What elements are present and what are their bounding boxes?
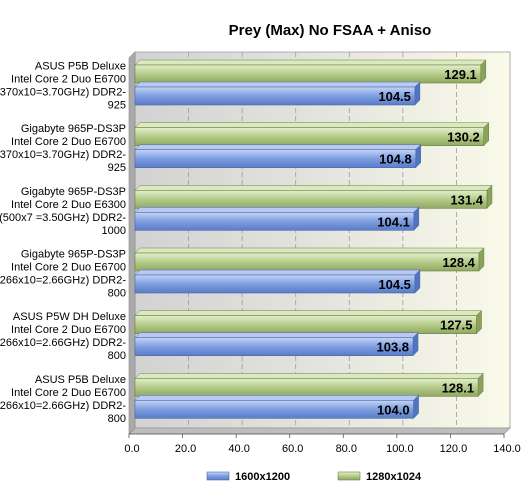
category-label-line: Intel Core 2 Duo E6700 — [11, 136, 126, 148]
bar-1280x1024 — [134, 122, 490, 147]
category-label-line: Intel Core 2 Duo E6300 — [11, 199, 126, 211]
category-label-line: (370x10=3.70GHz) DDR2- — [0, 87, 126, 99]
x-tick-label: 20.0 — [175, 443, 196, 455]
legend-swatch-1600x1200 — [206, 471, 230, 481]
category-label-line: Gigabyte 965P-DS3P — [21, 186, 126, 198]
bar-1280x1024 — [134, 184, 493, 209]
data-label: 104.1 — [377, 214, 410, 229]
chart-title: Prey (Max) No FSAA + Aniso — [229, 22, 432, 39]
category-label-line: ASUS P5B Deluxe — [35, 61, 126, 73]
bar-1280x1024 — [134, 247, 485, 272]
data-label: 129.1 — [444, 67, 477, 82]
category-label-line: Gigabyte 965P-DS3P — [21, 123, 126, 135]
bar-1600x1200 — [134, 332, 419, 357]
x-tick-label: 40.0 — [228, 443, 249, 455]
bar-1600x1200 — [134, 206, 420, 231]
bar-1600x1200 — [134, 144, 422, 169]
data-label: 127.5 — [440, 318, 473, 333]
bar-1280x1024 — [134, 59, 487, 84]
category-label-line: Gigabyte 965P-DS3P — [21, 249, 126, 261]
x-tick-label: 80.0 — [336, 443, 357, 455]
legend-label-1280x1024: 1280x1024 — [366, 471, 422, 483]
category-label-line: 800 — [108, 413, 126, 425]
legend-label-1600x1200: 1600x1200 — [235, 471, 290, 483]
category-label-line: 800 — [108, 288, 126, 300]
data-label: 131.4 — [450, 192, 483, 207]
legend: 1600x1200 1280x1024 — [206, 471, 422, 483]
category-label-line: 1000 — [102, 225, 126, 237]
category-label-line: ASUS P5B Deluxe — [35, 374, 126, 386]
data-label: 104.5 — [378, 277, 411, 292]
data-label: 130.2 — [447, 130, 480, 145]
x-tick-label: 0.0 — [124, 443, 139, 455]
category-label-line: 925 — [108, 100, 126, 112]
bar-1600x1200 — [134, 394, 420, 419]
data-label: 104.0 — [377, 402, 410, 417]
plot-floor — [128, 427, 511, 435]
category-label-line: Intel Core 2 Duo E6700 — [11, 324, 126, 336]
plot-side-wall — [128, 51, 136, 435]
category-label-line: Intel Core 2 Duo E6700 — [11, 74, 126, 86]
category-label-line: (500x7 =3.50GHz) DDR2- — [0, 212, 126, 224]
category-label-line: 800 — [108, 350, 126, 362]
bar-1280x1024 — [134, 372, 484, 397]
category-label-line: (266x10=2.66GHz) DDR2- — [0, 275, 126, 287]
x-tick-label: 100.0 — [386, 443, 414, 455]
legend-swatch-1280x1024 — [337, 471, 361, 481]
category-label-line: 925 — [108, 162, 126, 174]
plot-area — [134, 51, 511, 429]
data-label: 104.5 — [378, 89, 411, 104]
data-label: 128.1 — [442, 380, 475, 395]
data-label: 104.8 — [379, 152, 412, 167]
x-tick-label: 140.0 — [493, 443, 521, 455]
x-tick-label: 120.0 — [440, 443, 468, 455]
category-label-line: (370x10=3.70GHz) DDR2- — [0, 149, 126, 161]
bar-1600x1200 — [134, 81, 421, 106]
category-label-line: Intel Core 2 Duo E6700 — [11, 262, 126, 274]
category-label-line: ASUS P5W DH Deluxe — [13, 311, 126, 323]
x-tick-label: 60.0 — [282, 443, 303, 455]
bar-1600x1200 — [134, 269, 421, 294]
data-label: 103.8 — [376, 340, 409, 355]
data-label: 128.4 — [442, 255, 475, 270]
bar-1280x1024 — [134, 310, 483, 335]
category-label-line: (266x10=2.66GHz) DDR2- — [0, 337, 126, 349]
category-label-line: Intel Core 2 Duo E6700 — [11, 387, 126, 399]
category-label-line: (266x10=2.66GHz) DDR2- — [0, 400, 126, 412]
